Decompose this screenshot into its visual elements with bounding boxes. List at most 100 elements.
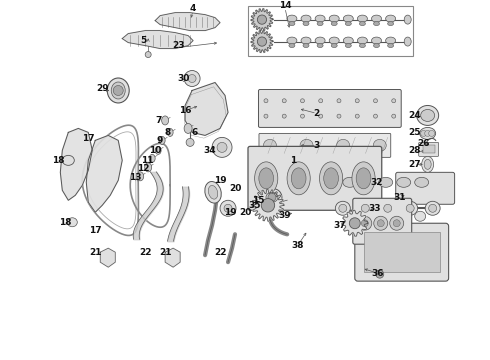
- Ellipse shape: [282, 99, 286, 103]
- Text: 21: 21: [89, 248, 101, 257]
- Ellipse shape: [356, 168, 371, 189]
- Ellipse shape: [167, 129, 173, 136]
- Ellipse shape: [329, 15, 339, 22]
- Ellipse shape: [388, 44, 393, 48]
- Ellipse shape: [67, 218, 77, 227]
- Circle shape: [421, 130, 427, 136]
- Ellipse shape: [331, 44, 337, 48]
- Ellipse shape: [289, 44, 295, 48]
- Text: 29: 29: [96, 84, 109, 93]
- Ellipse shape: [107, 78, 129, 103]
- FancyBboxPatch shape: [259, 90, 401, 127]
- Text: 28: 28: [409, 146, 421, 155]
- Ellipse shape: [264, 139, 276, 152]
- Circle shape: [113, 85, 123, 95]
- Text: 20: 20: [229, 184, 241, 193]
- Ellipse shape: [137, 172, 144, 181]
- FancyBboxPatch shape: [418, 143, 439, 156]
- Ellipse shape: [162, 116, 169, 125]
- Ellipse shape: [360, 44, 366, 48]
- Ellipse shape: [300, 114, 304, 118]
- Ellipse shape: [404, 15, 411, 24]
- Ellipse shape: [424, 159, 431, 169]
- Ellipse shape: [324, 168, 339, 189]
- Ellipse shape: [386, 15, 395, 22]
- Circle shape: [377, 220, 384, 227]
- Ellipse shape: [287, 162, 310, 195]
- Ellipse shape: [318, 99, 323, 103]
- Circle shape: [390, 216, 404, 230]
- Text: 26: 26: [417, 139, 430, 148]
- Circle shape: [188, 75, 196, 82]
- Text: 34: 34: [204, 146, 217, 155]
- Polygon shape: [252, 189, 284, 221]
- Text: 13: 13: [129, 173, 142, 182]
- Ellipse shape: [392, 211, 403, 221]
- Circle shape: [257, 15, 267, 24]
- Ellipse shape: [266, 192, 278, 202]
- Ellipse shape: [422, 156, 434, 172]
- Ellipse shape: [155, 147, 161, 154]
- Ellipse shape: [425, 201, 440, 215]
- Ellipse shape: [371, 15, 382, 22]
- Polygon shape: [122, 31, 193, 49]
- Ellipse shape: [301, 15, 311, 22]
- Circle shape: [224, 204, 232, 212]
- Polygon shape: [251, 9, 273, 31]
- Circle shape: [145, 51, 151, 58]
- Ellipse shape: [262, 188, 282, 206]
- Ellipse shape: [303, 22, 309, 26]
- Bar: [248, 6, 413, 55]
- Text: 19: 19: [224, 208, 236, 217]
- Text: 37: 37: [334, 221, 346, 230]
- Ellipse shape: [429, 204, 437, 212]
- Polygon shape: [165, 248, 180, 267]
- Ellipse shape: [184, 123, 192, 134]
- Ellipse shape: [416, 105, 439, 125]
- Circle shape: [184, 71, 200, 86]
- Text: 14: 14: [279, 1, 291, 10]
- Text: 33: 33: [368, 204, 381, 213]
- Polygon shape: [342, 210, 368, 236]
- Circle shape: [220, 200, 236, 216]
- Ellipse shape: [404, 37, 411, 46]
- Ellipse shape: [317, 44, 323, 48]
- FancyBboxPatch shape: [396, 172, 455, 204]
- Ellipse shape: [373, 139, 386, 152]
- Ellipse shape: [343, 15, 353, 22]
- Text: 3: 3: [314, 141, 320, 150]
- Polygon shape: [60, 129, 92, 200]
- Polygon shape: [251, 31, 273, 53]
- Ellipse shape: [388, 22, 393, 26]
- Text: 6: 6: [192, 128, 198, 137]
- Circle shape: [268, 193, 276, 201]
- Text: 23: 23: [172, 41, 184, 50]
- Text: 25: 25: [409, 128, 421, 137]
- Polygon shape: [100, 248, 115, 267]
- Ellipse shape: [205, 181, 221, 203]
- Ellipse shape: [264, 114, 268, 118]
- Circle shape: [186, 138, 194, 147]
- Text: 16: 16: [179, 106, 192, 115]
- Text: 1: 1: [290, 156, 296, 165]
- Ellipse shape: [392, 99, 396, 103]
- Ellipse shape: [111, 82, 125, 99]
- Circle shape: [261, 199, 275, 212]
- Ellipse shape: [397, 177, 411, 187]
- Ellipse shape: [282, 114, 286, 118]
- Ellipse shape: [406, 204, 414, 212]
- Ellipse shape: [361, 177, 375, 187]
- Circle shape: [429, 130, 435, 136]
- Ellipse shape: [371, 37, 382, 44]
- Text: 35: 35: [249, 201, 261, 210]
- Ellipse shape: [392, 114, 396, 118]
- Ellipse shape: [303, 44, 309, 48]
- Ellipse shape: [360, 22, 366, 26]
- Ellipse shape: [355, 99, 359, 103]
- Polygon shape: [155, 13, 220, 31]
- Circle shape: [349, 218, 360, 229]
- Text: 11: 11: [141, 156, 153, 165]
- Ellipse shape: [301, 37, 311, 44]
- Ellipse shape: [357, 15, 368, 22]
- Ellipse shape: [379, 177, 392, 187]
